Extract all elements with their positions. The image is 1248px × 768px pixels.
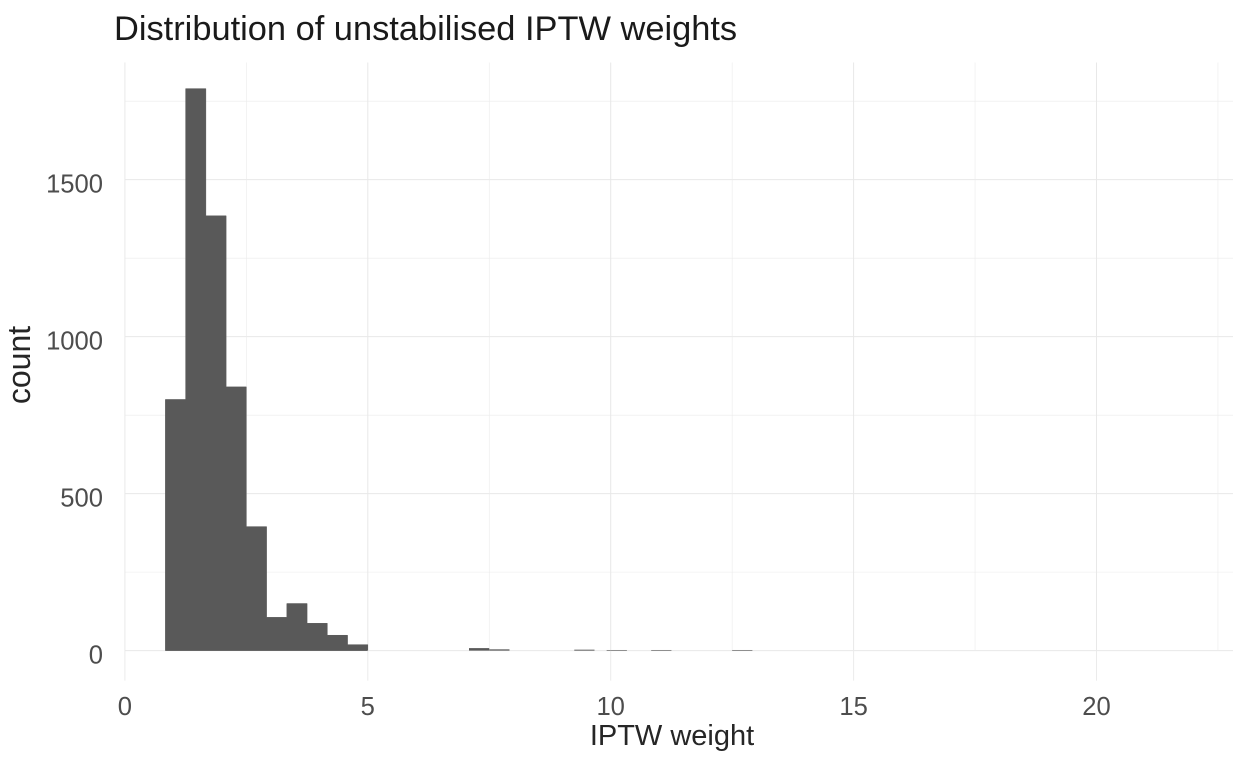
svg-text:IPTW weight: IPTW weight (590, 720, 754, 752)
svg-text:10: 10 (596, 693, 624, 721)
svg-text:500: 500 (60, 484, 103, 512)
svg-text:15: 15 (839, 693, 867, 721)
svg-text:20: 20 (1082, 693, 1110, 721)
svg-text:0: 0 (89, 641, 103, 669)
svg-text:count: count (1, 326, 37, 404)
svg-text:5: 5 (361, 693, 375, 721)
svg-text:1500: 1500 (46, 170, 103, 198)
svg-text:0: 0 (118, 693, 132, 721)
svg-text:1000: 1000 (46, 327, 103, 355)
